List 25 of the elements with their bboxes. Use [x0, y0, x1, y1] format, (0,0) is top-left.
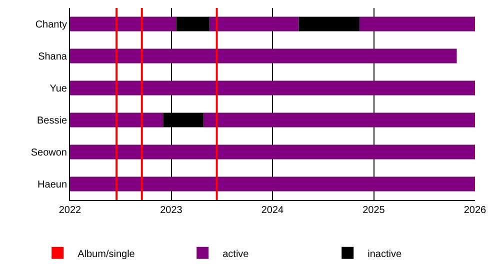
y-tick-label: Seowon: [30, 148, 67, 158]
y-tick-label: Haeun: [38, 180, 67, 190]
bar: [360, 16, 475, 32]
bar: [70, 48, 457, 64]
y-tick-label: Bessie: [36, 116, 68, 126]
x-tick-label: 2026: [464, 205, 487, 216]
y-tick-label: Chanty: [35, 20, 67, 30]
x-tick-label: 2025: [362, 205, 386, 216]
bar: [70, 16, 176, 32]
legend-label: inactive: [368, 248, 402, 260]
bar: [70, 80, 475, 96]
y-tick-label: Yue: [50, 84, 68, 94]
bar: [204, 112, 475, 128]
legend-label: Album/single: [78, 248, 136, 260]
x-tick-label: 2022: [58, 205, 82, 216]
legend-label: active: [222, 248, 250, 260]
bar: [210, 16, 299, 32]
bar: [176, 16, 210, 32]
bar: [70, 176, 475, 192]
x-tick-label: 2023: [160, 205, 183, 216]
y-tick-label: Shana: [38, 52, 68, 62]
bar: [70, 112, 164, 128]
x-tick-label: 2024: [261, 205, 284, 216]
bar: [298, 16, 360, 32]
bar: [70, 144, 475, 160]
